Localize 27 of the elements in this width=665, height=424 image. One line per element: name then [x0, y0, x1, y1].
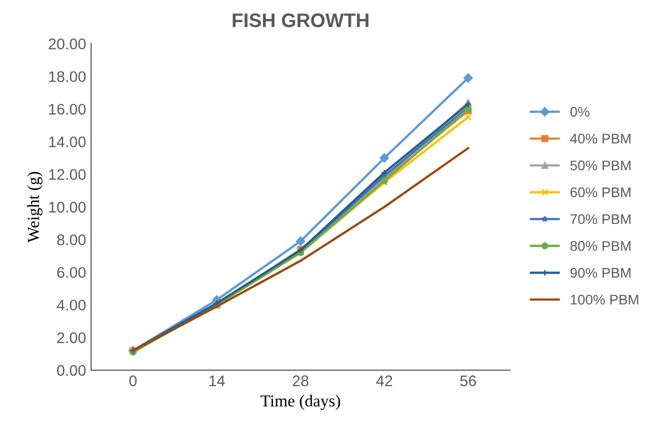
y-tick-label: 14.00: [49, 136, 86, 148]
legend-label: 100% PBM: [570, 294, 638, 305]
x-tick-label: 0: [129, 375, 137, 386]
legend-label: 90% PBM: [570, 268, 630, 278]
y-tick-label: 12.00: [49, 169, 86, 180]
y-tick-label: 4.00: [56, 300, 86, 311]
x-tick-label: 56: [460, 375, 476, 386]
y-tick-label: 16.00: [49, 104, 86, 115]
x-axis-title: Time (days): [260, 394, 340, 410]
legend-label: 0%: [570, 106, 590, 117]
legend-label: 70% PBM: [570, 214, 630, 224]
y-tick-label: 10.00: [49, 202, 86, 213]
legend-label: 60% PBM: [570, 187, 630, 198]
y-tick-label: 2.00: [57, 332, 86, 344]
y-tick-label: 6.00: [57, 267, 86, 278]
legend-label: 50% PBM: [570, 160, 630, 170]
x-tick-label: 42: [376, 375, 392, 386]
y-tick-label: 0.00: [57, 365, 86, 376]
y-tick-label: 18.00: [49, 71, 86, 82]
legend-label: 40% PBM: [570, 134, 630, 144]
y-tick-label: 8.00: [57, 234, 86, 246]
legend-label: 80% PBM: [570, 241, 630, 251]
x-tick-label: 28: [292, 375, 308, 386]
x-tick-label: 14: [209, 376, 225, 386]
chart-title: FISH GROWTH: [232, 13, 368, 28]
y-tick-label: 20.00: [48, 38, 86, 50]
y-axis-title: Weight (g): [27, 172, 42, 243]
